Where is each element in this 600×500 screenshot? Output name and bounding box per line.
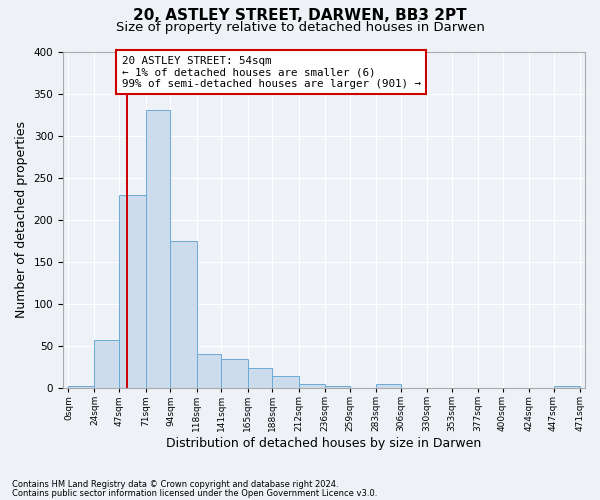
Text: Contains HM Land Registry data © Crown copyright and database right 2024.: Contains HM Land Registry data © Crown c… xyxy=(12,480,338,489)
Bar xyxy=(554,386,580,388)
Text: 20, ASTLEY STREET, DARWEN, BB3 2PT: 20, ASTLEY STREET, DARWEN, BB3 2PT xyxy=(133,8,467,22)
Bar xyxy=(248,368,272,388)
Bar xyxy=(272,376,299,388)
Text: Size of property relative to detached houses in Darwen: Size of property relative to detached ho… xyxy=(116,21,484,34)
X-axis label: Distribution of detached houses by size in Darwen: Distribution of detached houses by size … xyxy=(166,437,482,450)
Text: 20 ASTLEY STREET: 54sqm
← 1% of detached houses are smaller (6)
99% of semi-deta: 20 ASTLEY STREET: 54sqm ← 1% of detached… xyxy=(122,56,421,89)
Text: Contains public sector information licensed under the Open Government Licence v3: Contains public sector information licen… xyxy=(12,488,377,498)
Bar xyxy=(119,194,146,388)
Bar xyxy=(68,386,94,388)
Y-axis label: Number of detached properties: Number of detached properties xyxy=(15,122,28,318)
Bar xyxy=(376,384,401,388)
Bar xyxy=(146,110,170,388)
Bar xyxy=(325,386,350,388)
Bar xyxy=(94,340,119,388)
Bar xyxy=(299,384,325,388)
Bar xyxy=(221,358,248,388)
Bar xyxy=(170,241,197,388)
Bar xyxy=(197,354,221,388)
